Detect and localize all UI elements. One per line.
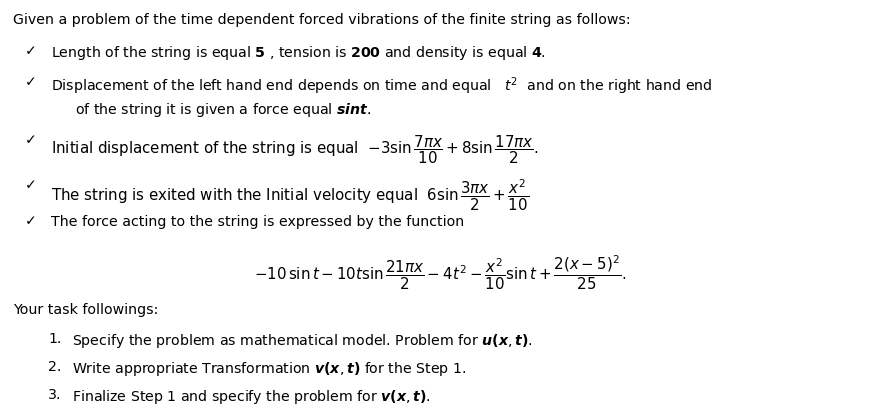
Text: Displacement of the left hand end depends on time and equal   $t^{2}$  and on th: Displacement of the left hand end depend… <box>51 75 713 97</box>
Text: 1.: 1. <box>48 332 62 346</box>
Text: Given a problem of the time dependent forced vibrations of the finite string as : Given a problem of the time dependent fo… <box>13 13 631 26</box>
Text: ✓: ✓ <box>25 75 36 89</box>
Text: ✓: ✓ <box>25 133 36 147</box>
Text: Specify the problem as mathematical model. Problem for $\boldsymbol{u(x, t)}$.: Specify the problem as mathematical mode… <box>72 332 532 350</box>
Text: The force acting to the string is expressed by the function: The force acting to the string is expres… <box>51 215 465 228</box>
Text: $-10\,\mathrm{sin}\,t - 10t\sin\dfrac{21\pi x}{2} - 4t^{2} - \dfrac{x^{2}}{10}\s: $-10\,\mathrm{sin}\,t - 10t\sin\dfrac{21… <box>254 253 626 292</box>
Text: of the string it is given a force equal $\boldsymbol{sint}$.: of the string it is given a force equal … <box>75 101 371 119</box>
Text: Initial displacement of the string is equal  $-3\sin\dfrac{7\pi x}{10} + 8\sin\d: Initial displacement of the string is eq… <box>51 133 539 166</box>
Text: 2.: 2. <box>48 360 62 374</box>
Text: ✓: ✓ <box>25 178 36 192</box>
Text: ✓: ✓ <box>25 215 36 228</box>
Text: Length of the string is equal $\mathbf{5}$ , tension is $\mathbf{200}$ and densi: Length of the string is equal $\mathbf{5… <box>51 44 546 62</box>
Text: ✓: ✓ <box>25 44 36 58</box>
Text: Your task followings:: Your task followings: <box>13 303 158 316</box>
Text: The string is exited with the Initial velocity equal  $6\sin\dfrac{3\pi x}{2} + : The string is exited with the Initial ve… <box>51 178 529 213</box>
Text: 3.: 3. <box>48 388 62 402</box>
Text: Finalize Step 1 and specify the problem for $\boldsymbol{v(x, t)}$.: Finalize Step 1 and specify the problem … <box>72 388 431 406</box>
Text: Write appropriate Transformation $\boldsymbol{v(x, t)}$ for the Step 1.: Write appropriate Transformation $\bolds… <box>72 360 466 378</box>
